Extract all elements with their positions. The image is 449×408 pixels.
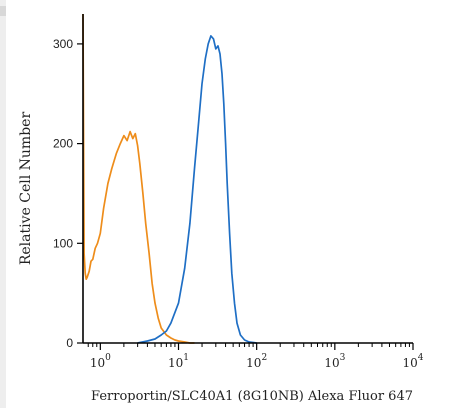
viewer-edge <box>0 0 6 408</box>
x-axis-ticks: 100 101 102 103 104 <box>87 343 424 370</box>
series-layer <box>82 13 257 344</box>
x-tick-label: 101 <box>168 353 189 370</box>
x-tick-label: 104 <box>402 353 423 370</box>
x-tick-label: 100 <box>90 353 111 370</box>
x-tick-label: 103 <box>324 353 345 370</box>
x-tick-label: 102 <box>246 353 267 370</box>
histogram-series-2 <box>137 35 257 344</box>
y-tick-label: 100 <box>53 236 73 250</box>
histogram-series-1 <box>82 13 195 344</box>
y-tick-label: 0 <box>66 336 73 350</box>
y-axis-ticks: 0 100 200 300 <box>53 37 83 350</box>
y-tick-label: 200 <box>53 137 73 151</box>
y-axis-label: Relative Cell Number <box>18 112 34 266</box>
y-tick-label: 300 <box>53 37 73 51</box>
x-axis-label: Ferroportin/SLC40A1 (8G10NB) Alexa Fluor… <box>91 389 413 404</box>
viewer-edge-marker <box>0 6 6 16</box>
